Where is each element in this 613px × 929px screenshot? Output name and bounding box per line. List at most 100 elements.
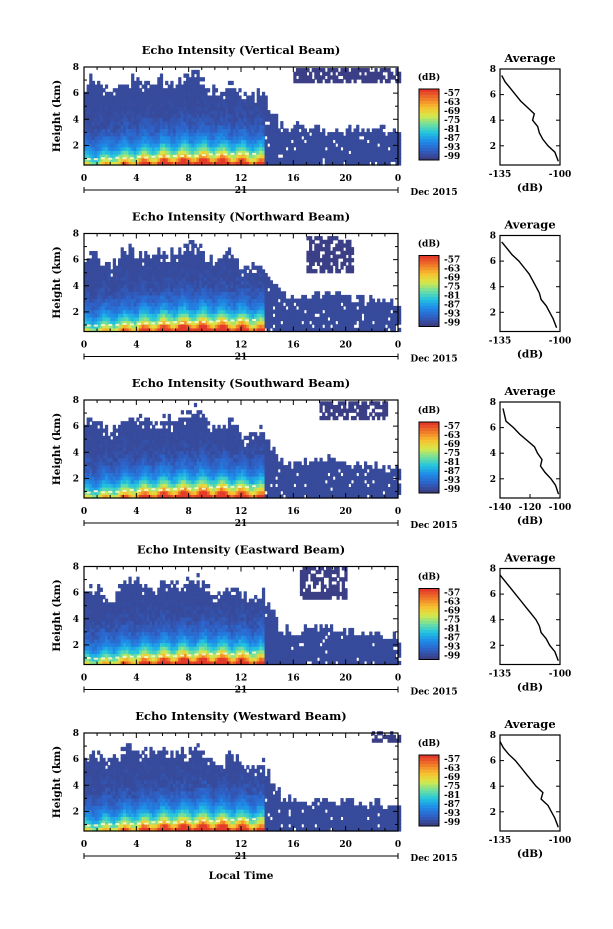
heatmap-cell bbox=[104, 91, 109, 97]
heatmap-cell bbox=[327, 324, 331, 329]
heatmap-cell bbox=[290, 157, 294, 162]
heatmap-cell bbox=[186, 106, 190, 111]
heatmap-cell bbox=[390, 139, 394, 144]
heatmap-cell bbox=[93, 324, 98, 327]
heatmap-cell bbox=[314, 75, 318, 80]
heatmap-cell bbox=[288, 157, 292, 162]
heatmap-cell bbox=[227, 150, 232, 155]
heatmap-cell bbox=[225, 135, 229, 140]
heatmap-cell bbox=[241, 146, 245, 151]
heatmap-cell bbox=[94, 424, 98, 430]
heatmap-cell bbox=[264, 102, 268, 108]
heatmap-cell bbox=[120, 99, 124, 104]
heatmap-cell bbox=[165, 294, 169, 300]
heatmap-cell bbox=[118, 313, 122, 318]
heatmap-cell bbox=[146, 113, 151, 119]
heatmap-cell bbox=[170, 305, 174, 311]
heatmap-cell bbox=[128, 150, 132, 155]
heatmap-cell bbox=[84, 128, 88, 133]
heatmap-cell bbox=[186, 247, 190, 252]
heatmap-cell bbox=[261, 269, 266, 274]
heatmap-cell bbox=[123, 128, 127, 133]
heatmap-cell bbox=[196, 251, 200, 256]
heatmap-cell bbox=[167, 294, 171, 300]
heatmap-cell bbox=[167, 113, 171, 119]
heatmap-cell bbox=[319, 132, 323, 137]
heatmap-cell bbox=[94, 294, 98, 300]
heatmap-cell bbox=[120, 161, 124, 166]
heatmap-cell bbox=[361, 146, 365, 151]
heatmap-cell bbox=[277, 132, 281, 137]
heatmap-cell bbox=[146, 324, 151, 329]
heatmap-cell bbox=[178, 324, 182, 329]
heatmap-cell bbox=[107, 143, 111, 148]
heatmap-cell bbox=[141, 154, 145, 159]
heatmap-cell bbox=[241, 157, 245, 162]
y-tick-label: 4 bbox=[73, 115, 79, 125]
heatmap-cell bbox=[246, 102, 250, 108]
heatmap-cell bbox=[188, 124, 192, 130]
heatmap-cell bbox=[183, 316, 187, 322]
heatmap-cell bbox=[144, 157, 148, 162]
heatmap-cell bbox=[230, 110, 234, 115]
heatmap-cell bbox=[178, 135, 182, 140]
heatmap-cell bbox=[343, 261, 347, 266]
heatmap-cell bbox=[131, 309, 135, 314]
heatmap-cell bbox=[214, 161, 219, 166]
heatmap-cell bbox=[356, 150, 360, 155]
colorbar-segment bbox=[419, 288, 439, 292]
heatmap-cell bbox=[146, 313, 151, 318]
heatmap-cell bbox=[201, 154, 205, 159]
heatmap-cell bbox=[165, 121, 169, 126]
heatmap-cell bbox=[371, 75, 376, 80]
heatmap-cell bbox=[175, 327, 179, 333]
heatmap-cell bbox=[233, 150, 237, 155]
heatmap-cell bbox=[220, 143, 224, 148]
heatmap-cell bbox=[133, 161, 137, 166]
heatmap-cell bbox=[293, 71, 297, 76]
heatmap-cell bbox=[183, 291, 187, 296]
heatmap-cell bbox=[141, 113, 145, 119]
heatmap-cell bbox=[180, 321, 185, 324]
heatmap-cell bbox=[248, 99, 253, 104]
heatmap-cell bbox=[138, 298, 143, 303]
heatmap-cell bbox=[186, 276, 190, 281]
heatmap-cell bbox=[293, 128, 297, 133]
heatmap-cell bbox=[275, 135, 279, 140]
heatmap-cell bbox=[222, 99, 226, 104]
heatmap-cell bbox=[128, 157, 132, 162]
heatmap-cell bbox=[165, 113, 169, 119]
heatmap-cell bbox=[293, 79, 297, 84]
heatmap-cell bbox=[199, 143, 203, 148]
heatmap-cell bbox=[345, 128, 349, 133]
heatmap-cell bbox=[167, 139, 171, 144]
heatmap-cell bbox=[186, 313, 190, 318]
heatmap-cell bbox=[327, 71, 331, 76]
heatmap-cell bbox=[128, 91, 132, 97]
heatmap-cell bbox=[361, 154, 365, 159]
heatmap-cell bbox=[149, 421, 153, 426]
heatmap-cell bbox=[94, 316, 98, 322]
heatmap-cell bbox=[112, 309, 116, 314]
heatmap-cell bbox=[193, 128, 198, 133]
heatmap-cell bbox=[165, 324, 169, 329]
heatmap-cell bbox=[128, 110, 132, 115]
heatmap-cell bbox=[104, 117, 109, 122]
heatmap-cell bbox=[243, 121, 247, 126]
heatmap-cell bbox=[298, 132, 302, 137]
heatmap-cell bbox=[154, 283, 158, 289]
heatmap-cell bbox=[246, 265, 250, 270]
heatmap-cell bbox=[178, 124, 182, 130]
heatmap-cell bbox=[115, 139, 119, 144]
heatmap-cell bbox=[361, 132, 365, 137]
heatmap-cell bbox=[128, 95, 132, 100]
heatmap-cell bbox=[309, 135, 313, 140]
heatmap-cell bbox=[206, 99, 211, 104]
heatmap-cell bbox=[186, 327, 190, 333]
heatmap-cell bbox=[301, 132, 305, 137]
heatmap-cell bbox=[196, 324, 200, 329]
heatmap-cell bbox=[306, 79, 310, 84]
heatmap-cell bbox=[152, 139, 156, 144]
heatmap-cell bbox=[256, 143, 260, 148]
heatmap-cell bbox=[125, 302, 130, 307]
